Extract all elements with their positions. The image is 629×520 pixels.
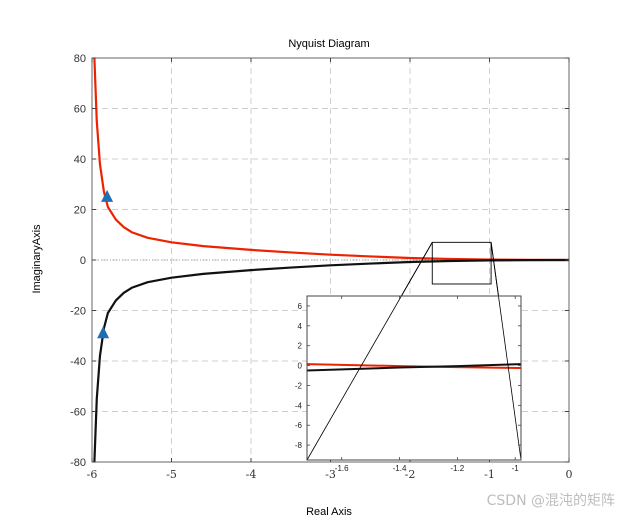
x-tick-label: -5 (166, 468, 177, 481)
y-tick-label: -60 (70, 407, 86, 419)
y-tick-label: 20 (74, 205, 86, 217)
x-tick-label: -1 (484, 468, 495, 481)
x-tick-label: -3 (325, 468, 336, 481)
x-tick-label: -2 (405, 468, 416, 481)
inset-y-tick-label: -6 (295, 421, 303, 430)
inset-series-line-2 (306, 363, 522, 372)
y-tick-label: -80 (70, 457, 86, 469)
main-plot-area (93, 57, 570, 463)
inset-x-tick-label: -1 (512, 464, 520, 473)
y-tick-label: 60 (74, 104, 86, 116)
y-tick-label: 40 (74, 154, 86, 166)
y-tick-label: 80 (74, 53, 86, 65)
inset-y-tick-label: 6 (298, 302, 303, 311)
y-tick-label: -20 (70, 306, 86, 318)
series-line-2 (93, 258, 570, 463)
x-tick-label: -4 (246, 468, 257, 481)
inset-y-tick-label: 0 (298, 362, 303, 371)
x-tick-label: -6 (87, 468, 98, 481)
direction-arrow-2 (97, 326, 110, 339)
x-axis-label: Real Axis (306, 506, 352, 518)
inset-y-tick-label: 4 (298, 322, 303, 331)
watermark-text: CSDN @混沌的矩阵 (486, 493, 615, 509)
y-axis-label: ImaginaryAxis (31, 224, 43, 294)
series-line-1 (93, 57, 570, 262)
inset-frame (306, 295, 522, 461)
zoom-box (431, 241, 492, 285)
direction-arrow-1 (101, 189, 114, 202)
inset-y-tick-label: -8 (295, 441, 303, 450)
inset-y-tick-label: -4 (295, 401, 303, 410)
inset-x-tick-label: -1.2 (450, 464, 464, 473)
y-tick-label: 0 (80, 255, 86, 267)
x-tick-label: 0 (566, 468, 573, 481)
zoom-inset: -1.6 -1.4 -1.2 -1 6 4 2 0 -2 -4 -6 -8 (295, 242, 522, 473)
inset-y-tick-label: 2 (298, 342, 303, 351)
inset-x-tick-label: -1.4 (393, 464, 407, 473)
inset-background (307, 296, 521, 460)
chart-title: Nyquist Diagram (288, 38, 369, 50)
inset-x-tick-label: -1.6 (335, 464, 349, 473)
y-tick-label: -40 (70, 356, 86, 368)
inset-y-tick-label: -2 (295, 381, 303, 390)
